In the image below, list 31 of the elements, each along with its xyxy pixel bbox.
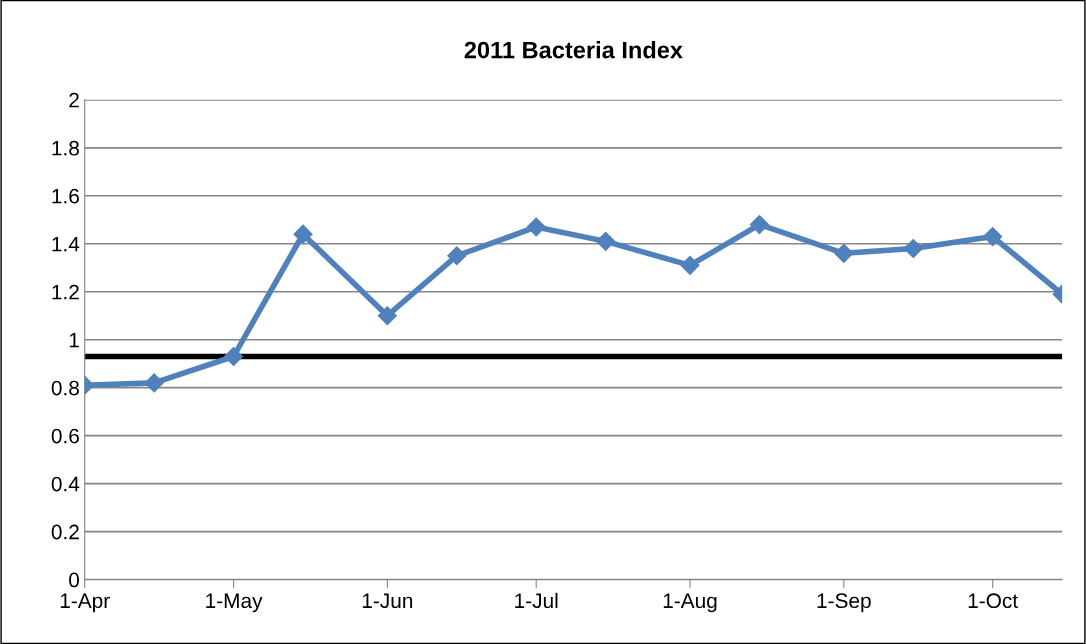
point — [834, 243, 854, 263]
point — [680, 255, 700, 275]
point — [596, 231, 616, 251]
y-tick-label: 1.4 — [52, 236, 80, 252]
point — [224, 346, 244, 367]
y-tick-label: 0.8 — [51, 380, 79, 396]
x-tick-label: 1-Jul — [515, 592, 558, 609]
point — [144, 373, 164, 393]
point — [749, 215, 769, 235]
y-tick-label: 1.8 — [52, 140, 79, 156]
x-tick-label: 1-Sep — [817, 593, 871, 613]
y-tick-label: 1.2 — [52, 284, 79, 300]
point — [526, 217, 546, 237]
x-tick-label: 1-Apr — [60, 593, 110, 613]
point — [983, 227, 1003, 247]
y-tick-label: 0.6 — [51, 428, 79, 444]
x-tick-label: 1-Oct — [968, 593, 1018, 609]
point — [447, 246, 467, 266]
x-tick-label: 1-Aug — [663, 593, 717, 613]
x-tick-label: 1-May — [206, 593, 263, 613]
y-tick-label: 0.2 — [51, 524, 79, 540]
point — [903, 239, 923, 259]
y-tick-label: 1 — [69, 332, 79, 348]
y-tick-label: 0.4 — [51, 476, 80, 492]
y-tick-label: 0 — [69, 572, 80, 588]
x-tick-label: 1-Jun — [362, 593, 413, 609]
point — [293, 224, 313, 244]
point — [377, 306, 397, 326]
y-tick-label: 1.6 — [52, 188, 79, 204]
chart-title: 2011 Bacteria Index — [464, 41, 683, 59]
y-tick-label: 2 — [69, 92, 79, 108]
